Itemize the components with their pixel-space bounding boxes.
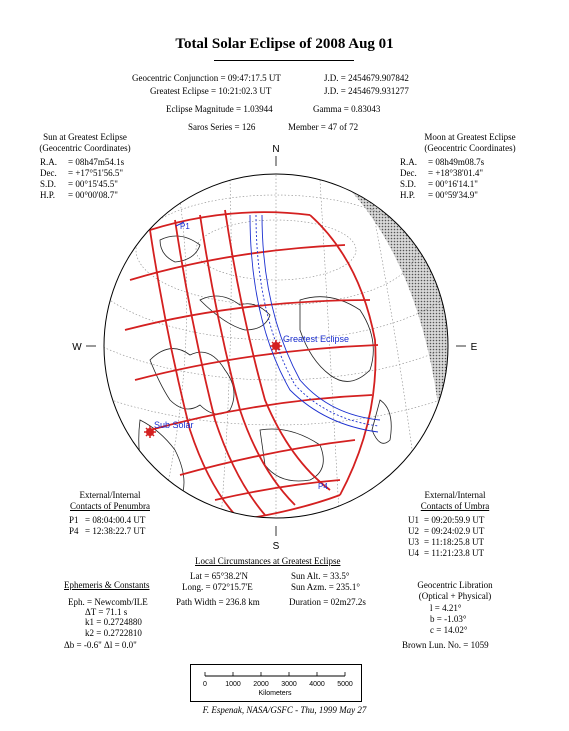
sub-solar-label: Sub Solar	[154, 420, 194, 430]
p4-label: P4	[318, 482, 328, 491]
local-lat: Lat = 65°38.2'N	[190, 571, 249, 581]
eclipse-limits	[124, 209, 379, 518]
geocentric-conjunction: Geocentric Conjunction = 09:47:17.5 UT	[132, 73, 281, 83]
sun-hp: H.P. = 00°00'08.7"	[40, 190, 118, 200]
moon-coordinates: R.A. = 08h49m08.7s Dec. = +18°38'01.4" S.D…	[400, 157, 484, 201]
local-duration: Duration = 02m27.2s	[289, 597, 366, 607]
greatest-eclipse-label: Greatest Eclipse	[283, 334, 349, 344]
saros-series: Saros Series = 126	[188, 122, 256, 132]
libration-l: l = 4.21°	[430, 603, 462, 613]
libration-b: b = -1.03°	[430, 614, 467, 624]
greatest-eclipse-marker	[270, 340, 282, 352]
jd-greatest: J.D. = 2454679.931277	[324, 86, 409, 96]
eclipse-magnitude: Eclipse Magnitude = 1.03944	[166, 104, 273, 114]
west-label: W	[72, 342, 82, 353]
sun-coordinates: R.A. = 08h47m54.1s Dec. = +17°51'56.5" S.D…	[40, 157, 124, 201]
moon-sd: S.D. = 00°16'14.1"	[400, 179, 478, 189]
penumbra-contacts: P1 = 08:04:00.4 UT P4 = 12:38:22.7 UT	[69, 515, 145, 537]
greatest-eclipse-time: Greatest Eclipse = 10:21:02.3 UT	[150, 86, 272, 96]
umbra-contacts: U1 = 09:20:59.9 UT U2 = 09:24:02.9 UT U3 = …	[408, 515, 484, 559]
local-path-width: Path Width = 236.8 km	[176, 597, 260, 607]
moon-ra: R.A. = 08h49m08.7s	[400, 157, 485, 167]
scale-bar: 0 1000 2000 3000 4000 5000 Kilometers	[203, 672, 353, 697]
local-sun-alt: Sun Alt. = 33.5°	[291, 571, 350, 581]
scale-box	[190, 664, 362, 702]
scale-tick-3000: 3000	[281, 681, 297, 688]
east-label: E	[471, 342, 478, 353]
ephemeris-k2: k2 = 0.2722810	[85, 628, 142, 638]
scale-unit: Kilometers	[258, 690, 292, 697]
saros-member: Member = 47 of 72	[288, 122, 359, 132]
ephemeris-eph: Eph. = Newcomb/ILE	[68, 597, 148, 607]
globe-content	[104, 174, 448, 518]
local-heading: Local Circumstances at Greatest Eclipse	[195, 556, 341, 566]
local-sun-azm: Sun Azm. = 235.1°	[291, 582, 360, 592]
libration-c: c = 14.02°	[430, 625, 468, 635]
ephemeris-dt: ΔT = 71.1 s	[85, 607, 128, 617]
p1-label: P1	[180, 222, 190, 231]
u1-contact: U1 = 09:20:59.9 UT	[408, 515, 485, 525]
scale-tick-5000: 5000	[337, 681, 353, 688]
page-title: Total Solar Eclipse of 2008 Aug 01	[175, 36, 394, 52]
ephemeris-heading: Ephemeris & Constants	[64, 580, 150, 590]
sub-solar-marker	[144, 426, 156, 438]
sun-sd: S.D. = 00°15'45.5"	[40, 179, 118, 189]
moon-dec: Dec. = +18°38'01.4"	[400, 168, 484, 178]
sun-dec: Dec. = +17°51'56.5"	[40, 168, 124, 178]
penumbra-heading: External/Internal Contacts of Penumbra	[70, 490, 150, 511]
ephemeris-k1: k1 = 0.2724880	[85, 617, 142, 627]
scale-tick-0: 0	[203, 681, 207, 688]
north-label: N	[272, 144, 279, 155]
brown-lunation: Brown Lun. No. = 1059	[402, 640, 489, 650]
local-long: Long. = 072°15.7'E	[182, 582, 253, 592]
jd-conjunction: J.D. = 2454679.907842	[324, 73, 409, 83]
u3-contact: U3 = 11:18:25.8 UT	[408, 537, 484, 547]
ephemeris-db-dl: Δb = -0.6" Δl = 0.0"	[64, 640, 137, 650]
gamma: Gamma = 0.83043	[313, 104, 381, 114]
libration-heading: Geocentric Libration (Optical + Physical)	[417, 580, 493, 601]
p1-contact: P1 = 08:04:00.4 UT	[69, 515, 146, 525]
u4-contact: U4 = 11:21:23.8 UT	[408, 548, 484, 558]
umbra-heading: External/Internal Contacts of Umbra	[420, 490, 490, 511]
sun-ra: R.A. = 08h47m54.1s	[40, 157, 125, 167]
sun-heading: Sun at Greatest Eclipse (Geocentric Coord…	[39, 132, 131, 153]
moon-hp: H.P. = 00°59'34.9"	[400, 190, 478, 200]
south-label: S	[273, 541, 280, 552]
u2-contact: U2 = 09:24:02.9 UT	[408, 526, 485, 536]
scale-tick-1000: 1000	[225, 681, 241, 688]
scale-tick-4000: 4000	[309, 681, 325, 688]
p4-contact: P4 = 12:38:22.7 UT	[69, 526, 146, 536]
scale-tick-2000: 2000	[253, 681, 269, 688]
umbra-path	[249, 214, 381, 433]
credit-line: F. Espenak, NASA/GSFC - Thu, 1999 May 27	[202, 705, 367, 715]
p1-marker	[175, 221, 185, 227]
title-underline	[214, 60, 354, 61]
moon-heading: Moon at Greatest Eclipse (Geocentric Coor…	[424, 132, 516, 153]
